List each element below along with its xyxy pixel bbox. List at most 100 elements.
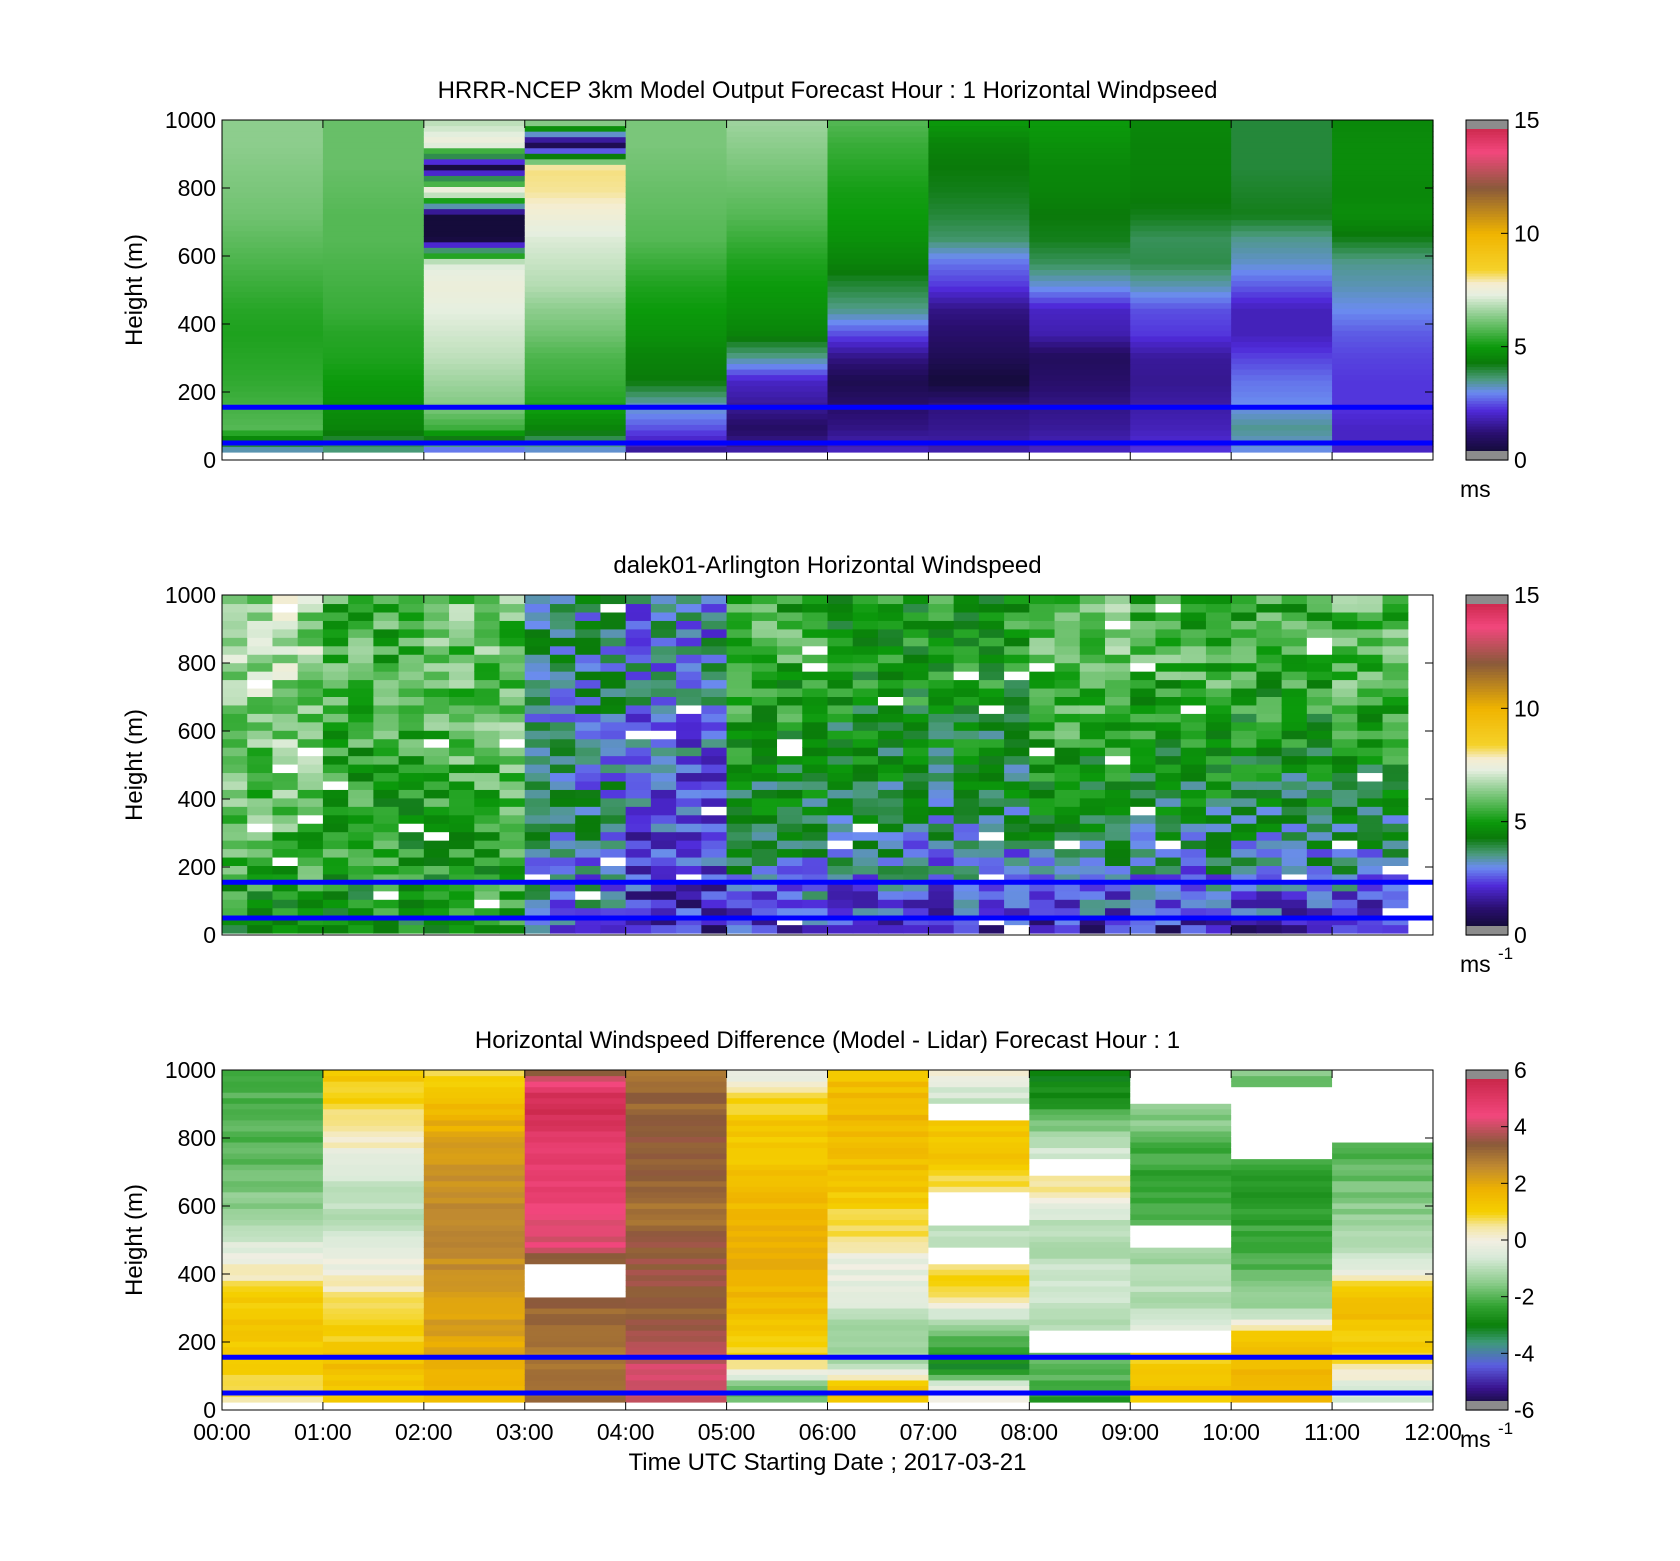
heatmap-cell [802, 873, 829, 883]
heatmap-cell [827, 147, 930, 154]
heatmap-cell [524, 136, 627, 143]
heatmap-cell [1332, 225, 1434, 232]
colorbar-swatch [1466, 668, 1508, 673]
heatmap-cell [575, 772, 602, 782]
heatmap-cell [1079, 637, 1106, 647]
colorbar-swatch [1466, 920, 1508, 925]
heatmap-cell [726, 1114, 829, 1121]
heatmap-cell [1155, 595, 1182, 605]
heatmap-cell [449, 747, 475, 757]
colorbar-swatch [1466, 196, 1508, 200]
heatmap-cell [726, 369, 829, 376]
heatmap-cell [322, 1307, 425, 1315]
heatmap-cell [1231, 814, 1257, 824]
heatmap-cell [524, 120, 627, 127]
heatmap-cell [1079, 882, 1106, 892]
heatmap-cell [222, 1368, 324, 1375]
heatmap-cell [474, 637, 501, 647]
heatmap-cell [1029, 1164, 1131, 1171]
heatmap-cell [222, 654, 248, 664]
heatmap-cell [1130, 1125, 1232, 1132]
heatmap-cell [1130, 380, 1232, 387]
heatmap-cell [1029, 637, 1056, 647]
heatmap-cell [524, 806, 551, 816]
heatmap-cell [297, 772, 324, 782]
heatmap-cell [1029, 1141, 1131, 1149]
colorbar-swatch [1466, 1347, 1508, 1352]
heatmap-cell [1029, 1081, 1131, 1088]
heatmap-cell [827, 407, 930, 414]
heatmap-cell [1130, 1241, 1232, 1248]
heatmap-cell [499, 831, 526, 841]
heatmap-cell [625, 413, 728, 420]
heatmap-cell [499, 916, 526, 926]
heatmap-cell [247, 671, 274, 681]
colorbar-swatch [1466, 725, 1508, 729]
heatmap-cell [549, 831, 576, 841]
heatmap-cell [1130, 446, 1232, 453]
heatmap-cell [1231, 1119, 1333, 1126]
colorbar-swatch [1466, 858, 1508, 862]
heatmap-cell [928, 611, 955, 621]
heatmap-cell [650, 899, 677, 909]
heatmap-cell [1130, 341, 1232, 348]
heatmap-cell [348, 772, 374, 782]
heatmap-cell [247, 899, 274, 909]
heatmap-cell [1332, 1241, 1434, 1248]
heatmap-cell [1306, 654, 1333, 664]
heatmap-cell [600, 628, 627, 638]
heatmap-cell [1205, 603, 1232, 613]
heatmap-cell [322, 197, 425, 204]
heatmap-cell [676, 755, 702, 765]
heatmap-cell [928, 1379, 1030, 1386]
heatmap-cell [549, 780, 576, 790]
heatmap-cell [1029, 341, 1131, 348]
heatmap-cell [827, 324, 930, 331]
heatmap-cell [423, 164, 526, 171]
heatmap-cell [676, 628, 702, 638]
y-tick-label: 1000 [165, 1057, 216, 1083]
heatmap-cell [650, 595, 677, 605]
heatmap-cell [272, 848, 299, 858]
heatmap-cell [1332, 191, 1434, 199]
heatmap-cell [1306, 637, 1333, 647]
heatmap-cell [600, 671, 627, 681]
heatmap-cell [827, 357, 930, 365]
colorbar-swatch [1466, 617, 1508, 622]
heatmap-cell [449, 831, 475, 841]
colorbar-swatch [1466, 895, 1508, 899]
heatmap-cell [1256, 780, 1283, 790]
colorbar-swatch [1466, 614, 1508, 619]
heatmap-cell [1079, 814, 1106, 824]
heatmap-cell [423, 153, 526, 160]
heatmap-cell [322, 341, 425, 348]
colorbar-swatch [1466, 756, 1508, 760]
heatmap-cell [222, 1086, 324, 1093]
heatmap-cell [1105, 848, 1131, 858]
heatmap-cell [928, 1313, 1030, 1320]
heatmap-cell [222, 1313, 324, 1320]
heatmap-cell [1105, 814, 1131, 824]
heatmap-cell [524, 611, 551, 621]
heatmap-cell [877, 848, 904, 858]
heatmap-cell [272, 611, 299, 621]
heatmap-cell [222, 308, 324, 315]
heatmap-cell [322, 1086, 425, 1093]
heatmap-cell [625, 418, 728, 425]
heatmap-cell [802, 662, 829, 672]
colorbar-swatch [1466, 1356, 1508, 1360]
colorbar-swatch [1466, 321, 1508, 325]
colorbar-swatch [1466, 779, 1508, 783]
heatmap-cell [1004, 696, 1030, 706]
heatmap-cell [1231, 823, 1257, 833]
heatmap-cell [1054, 611, 1081, 621]
heatmap-cell [625, 687, 652, 697]
heatmap-cell [802, 848, 829, 858]
heatmap-cell [449, 916, 475, 926]
heatmap-cell [348, 882, 374, 892]
heatmap-cell [449, 696, 475, 706]
heatmap-cell [1029, 747, 1056, 757]
heatmap-cell [1130, 136, 1232, 143]
heatmap-cell [297, 907, 324, 917]
heatmap-cell [625, 696, 652, 706]
